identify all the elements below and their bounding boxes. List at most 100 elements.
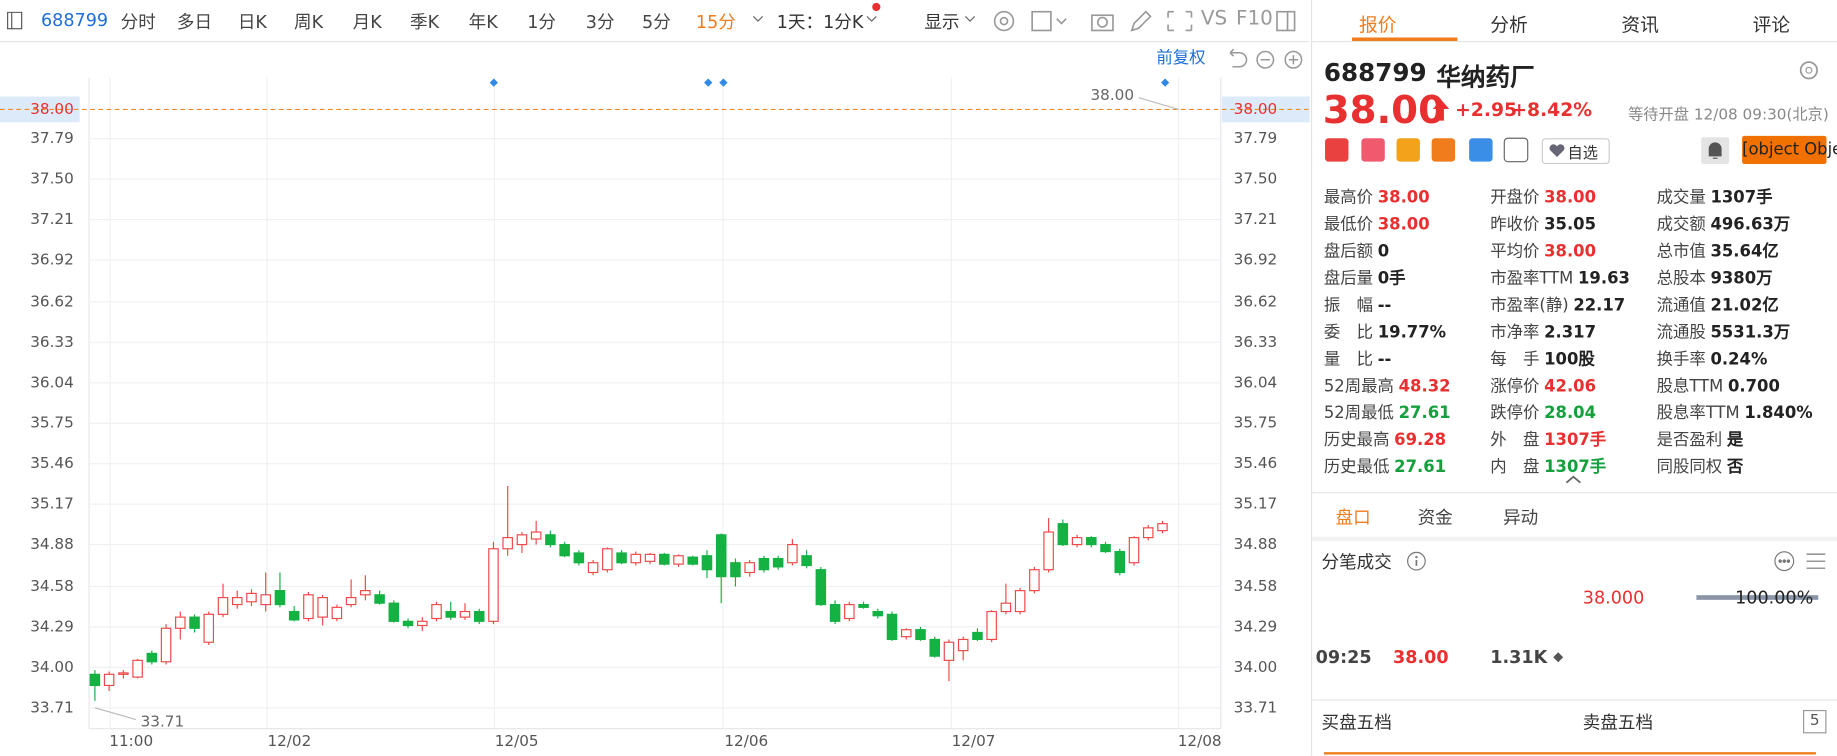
candle-body [687, 556, 699, 565]
period-tab[interactable]: 日K [237, 11, 267, 33]
feature-icons[interactable] [1324, 137, 1547, 163]
interval[interactable]: 1天：1分K [776, 11, 864, 33]
stat-item: 股息率TTM 1.840% [1657, 401, 1813, 424]
period-tab[interactable]: 分时 [120, 11, 156, 33]
display-menu[interactable]: 显示 [924, 11, 960, 33]
stat-label: 市净率 [1490, 323, 1540, 343]
stat-label: 换手率 [1656, 350, 1706, 370]
chart-tools[interactable] [1229, 48, 1303, 69]
y2-tick-label: 36.33 [1234, 333, 1278, 351]
candle-body [787, 544, 798, 564]
stat-value: 38.00 [1544, 188, 1597, 208]
period-tab[interactable]: 季K [410, 11, 440, 33]
stat-value: 48.32 [1398, 377, 1451, 396]
stat-label: 委 比 [1323, 323, 1374, 343]
tick-ratio: 100.00% [1735, 586, 1814, 609]
stat-label: 最高价 [1323, 188, 1374, 208]
sub-tab[interactable]: 资金 [1417, 507, 1453, 529]
candle-body [659, 553, 670, 565]
stat-label: 市盈率TTM [1490, 269, 1574, 289]
panel-tab[interactable]: 报价 [1359, 14, 1397, 37]
sub-tab[interactable]: 盘口 [1335, 507, 1371, 529]
ask-title: 卖盘五档 [1582, 712, 1654, 734]
y-tick-label: 36.04 [30, 373, 74, 391]
stat-item: 成交额 496.63万 [1657, 212, 1791, 235]
x-tick-label: 12/08 [1178, 732, 1222, 750]
watch-button[interactable]: 自选 [1541, 138, 1610, 165]
y-tick-label: 34.00 [30, 658, 74, 676]
candle-body [1114, 550, 1126, 574]
period-tab[interactable]: 多日 [176, 11, 213, 33]
stat-label: 开盘价 [1490, 188, 1540, 208]
settings-icon[interactable] [1797, 59, 1820, 82]
stat-item: 同股同权否 [1657, 455, 1744, 478]
period-tab[interactable]: 月K [352, 11, 382, 33]
candle-body [715, 534, 727, 578]
interval-dropdown[interactable] [865, 2, 884, 25]
stat-label: 总股本 [1656, 269, 1706, 289]
trade-flag [1553, 652, 1564, 663]
sub-tab[interactable]: 异动 [1503, 507, 1539, 529]
sidebar-toggle[interactable] [7, 11, 23, 31]
y-tick-label: 35.46 [30, 454, 74, 472]
price-change-pct: +8.42% [1511, 98, 1593, 121]
candle-body [1043, 531, 1054, 571]
period-tab[interactable]: 1分 [527, 11, 556, 33]
candle-body [160, 627, 172, 663]
y2-tick-label: 34.00 [1234, 658, 1278, 676]
candle-body [459, 610, 471, 618]
stat-value: 42.06 [1544, 377, 1597, 396]
panel-tab[interactable]: 资讯 [1621, 14, 1659, 37]
adjust-button[interactable]: 前复权 [1156, 48, 1205, 67]
quick-trade-button[interactable]: [object Object] [1742, 135, 1837, 165]
y-tick-label: 35.75 [30, 414, 74, 432]
period-tab[interactable]: 年K [468, 11, 498, 33]
stat-value: 0.700 [1727, 377, 1780, 396]
candle-body [673, 555, 684, 565]
stat-value: 0.24% [1710, 350, 1768, 370]
candle-body [801, 555, 812, 567]
x-tick-label: 11:00 [109, 732, 153, 750]
stat-item: 每 手 100股 [1490, 347, 1595, 370]
stat-label: 历史最低 [1323, 458, 1390, 477]
period-tab[interactable]: 3分 [585, 11, 615, 33]
candle-body [388, 602, 400, 622]
current-price-label: 38.00 [30, 100, 74, 118]
dropdown[interactable] [964, 15, 976, 24]
stat-label: 最低价 [1323, 215, 1374, 235]
y2-tick-label: 35.46 [1234, 454, 1278, 472]
stat-label: 52周最高 [1323, 377, 1394, 396]
y2-tick-label: 37.50 [1234, 170, 1278, 188]
price-change: +2.95 [1455, 98, 1518, 121]
market-status: 等待开盘 12/08 09:30(北京) [1628, 106, 1829, 125]
candle-body [488, 548, 499, 622]
dropdown[interactable] [752, 15, 764, 24]
panel-tab[interactable]: 评论 [1752, 14, 1791, 37]
candle-body [559, 544, 570, 557]
panel-tab[interactable]: 分析 [1490, 14, 1528, 37]
period-tab[interactable]: 5分 [642, 11, 671, 33]
period-tab[interactable]: 15分 [695, 11, 736, 33]
candle-body [260, 594, 271, 606]
ticks-tools[interactable] [1774, 549, 1833, 572]
candle-body [1142, 527, 1154, 539]
tool-icons[interactable] [990, 7, 1306, 35]
stat-item: 平均价 38.00 [1490, 239, 1596, 262]
period-tab[interactable]: 周K [294, 11, 324, 33]
collapse-icon[interactable] [1565, 474, 1581, 484]
candle-body [886, 613, 898, 641]
candle-body [986, 610, 997, 641]
candle-body [246, 592, 257, 603]
stat-item: 市盈率TTM 19.63 [1490, 266, 1630, 289]
stock-code[interactable]: 688799 [41, 9, 109, 31]
info-icon[interactable] [1406, 551, 1427, 572]
f10-button[interactable]: F10 [1235, 7, 1273, 31]
divider [1312, 536, 1837, 542]
vs-button[interactable]: VS [1200, 7, 1228, 31]
ticks-title: 分笔成交 [1321, 551, 1392, 573]
stat-item: 流通股 5531.3万 [1657, 320, 1791, 343]
high-note: 38.00 [1090, 86, 1134, 104]
depth-selector[interactable]: 5 [1803, 709, 1827, 734]
y2-tick-label: 36.62 [1234, 292, 1278, 310]
alert-icon[interactable] [1701, 137, 1730, 165]
